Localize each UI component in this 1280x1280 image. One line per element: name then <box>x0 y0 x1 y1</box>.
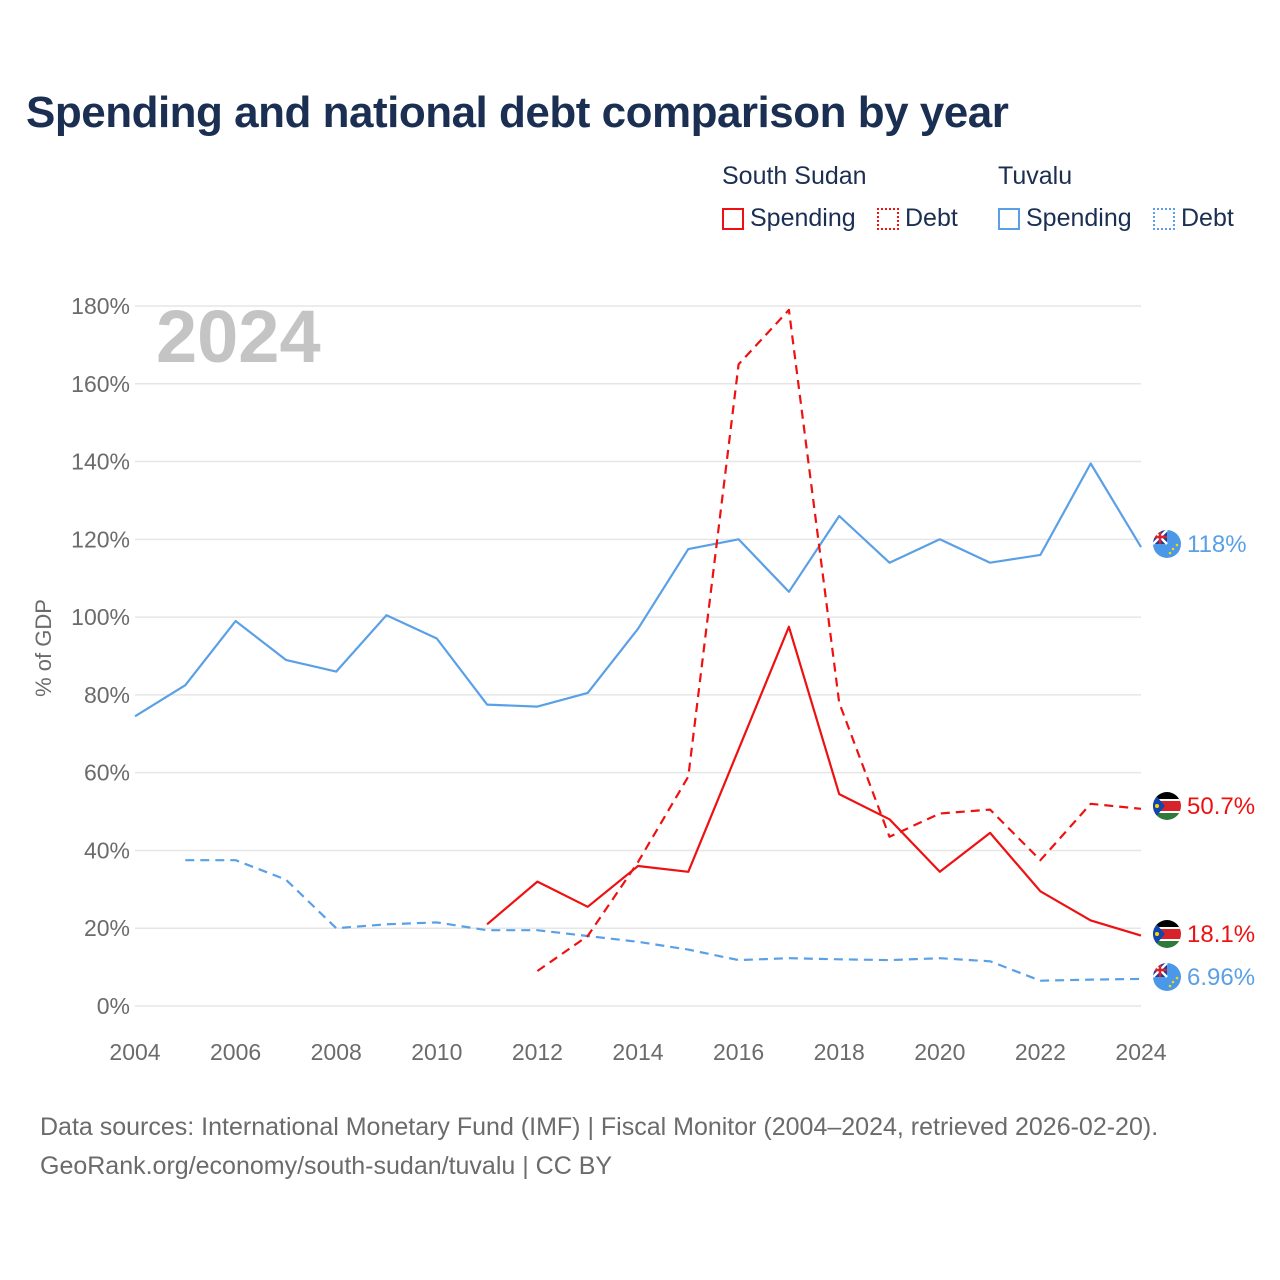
legend-swatch-solid-blue <box>998 207 1020 230</box>
y-tick-label: 20% <box>84 915 130 941</box>
x-tick-label: 2010 <box>411 1039 462 1065</box>
y-tick-label: 120% <box>71 526 130 552</box>
series-lines <box>134 308 1142 982</box>
y-tick-label: 140% <box>71 449 130 475</box>
end-markers <box>1153 530 1181 991</box>
x-tick-label: 2016 <box>713 1039 764 1065</box>
line-chart: 0%20%40%60%80%100%120%140%160%180% 2004 2… <box>31 293 1255 1065</box>
y-axis-label: % of GDP <box>31 599 56 697</box>
legend-item-south-sudan-debt[interactable]: Debt <box>877 204 958 233</box>
legend-swatch-solid-red <box>722 207 744 230</box>
series-line-south-sudan-spending[interactable] <box>486 625 1142 937</box>
legend-item-tuvalu-spending[interactable]: Spending <box>998 204 1132 233</box>
source-link[interactable]: GeoRank.org/economy/south-sudan/tuvalu |… <box>40 1152 613 1180</box>
legend-item-label: Debt <box>1181 204 1234 232</box>
y-tick-label: 0% <box>97 993 130 1019</box>
legend-item-south-sudan-spending[interactable]: Spending <box>722 204 856 233</box>
x-tick-label: 2008 <box>311 1039 362 1065</box>
y-tick-label: 60% <box>84 760 130 786</box>
legend-item-label: Spending <box>1026 204 1132 232</box>
x-axis-tick-labels: 2004 2006 2008 2010 2012 2014 2016 2018 2020 2022… <box>109 1039 1166 1065</box>
legend-item-label: Debt <box>905 204 958 232</box>
end-value-labels: 118% 50.7% 18.1% 6.96% <box>1187 531 1255 991</box>
series-line-south-sudan-debt[interactable] <box>536 308 1142 972</box>
y-tick-label: 160% <box>71 371 130 397</box>
source-line: Data sources: International Monetary Fun… <box>40 1113 1159 1141</box>
south-sudan-flag-icon <box>1153 920 1181 948</box>
x-tick-label: 2024 <box>1115 1039 1166 1065</box>
south-sudan-flag-icon <box>1153 792 1181 820</box>
source-notes: Data sources: International Monetary Fun… <box>40 1108 1158 1186</box>
y-tick-label: 40% <box>84 837 130 863</box>
x-tick-label: 2018 <box>814 1039 865 1065</box>
legend-swatch-dotted-blue <box>1153 207 1175 230</box>
x-tick-label: 2020 <box>914 1039 965 1065</box>
legend-swatch-dotted-red <box>877 207 899 230</box>
series-line-tuvalu-spending[interactable] <box>134 462 1142 718</box>
x-tick-label: 2012 <box>512 1039 563 1065</box>
y-tick-label: 80% <box>84 682 130 708</box>
y-tick-label: 100% <box>71 604 130 630</box>
end-label-tuvalu-debt: 6.96% <box>1187 964 1255 991</box>
legend-item-tuvalu-debt[interactable]: Debt <box>1153 204 1234 233</box>
y-tick-label: 180% <box>71 293 130 319</box>
legend-country-label: South Sudan <box>722 162 867 190</box>
legend-item-label: Spending <box>750 204 856 232</box>
end-label-tuvalu-spending: 118% <box>1187 531 1247 558</box>
x-tick-label: 2004 <box>109 1039 160 1065</box>
x-tick-label: 2014 <box>612 1039 663 1065</box>
x-tick-label: 2022 <box>1015 1039 1066 1065</box>
chart-title: Spending and national debt comparison by… <box>26 88 1009 137</box>
tuvalu-flag-icon <box>1153 530 1181 558</box>
legend-country-label: Tuvalu <box>998 162 1073 190</box>
series-line-tuvalu-debt[interactable] <box>185 859 1142 982</box>
x-tick-label: 2006 <box>210 1039 261 1065</box>
grid-lines <box>135 305 1141 1007</box>
year-watermark: 2024 <box>156 295 321 378</box>
end-label-south-sudan-debt: 50.7% <box>1187 793 1255 820</box>
tuvalu-flag-icon <box>1153 963 1181 991</box>
y-axis-tick-labels: 0% 20% 40% 60% 80% 100% 120% 140% 160% 180% <box>71 293 130 1019</box>
end-label-south-sudan-spending: 18.1% <box>1187 921 1255 948</box>
